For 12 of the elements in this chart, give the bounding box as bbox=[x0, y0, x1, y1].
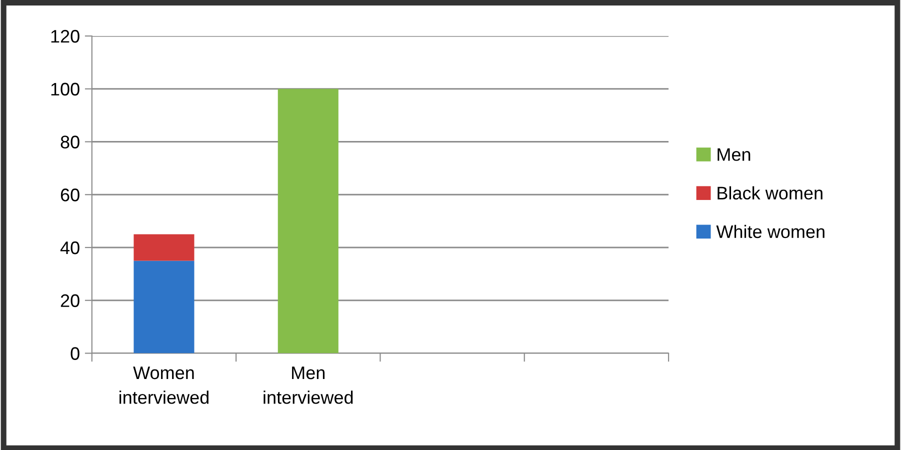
legend-label: Black women bbox=[718, 186, 822, 200]
y-tick-label: 20 bbox=[60, 294, 80, 308]
legend-label: White women bbox=[716, 224, 824, 238]
y-tick-label: 120 bbox=[51, 30, 80, 43]
y-tick-label: 60 bbox=[60, 188, 80, 202]
y-tick-label: 0 bbox=[70, 347, 80, 360]
y-tick-label: 80 bbox=[60, 136, 80, 148]
y-tick-label: 100 bbox=[51, 82, 80, 96]
x-tick-label: Men interviewed bbox=[264, 366, 353, 404]
legend-label: Men bbox=[718, 148, 750, 161]
x-tick-label: Women interviewed bbox=[120, 366, 208, 404]
y-tick-label: 40 bbox=[60, 241, 80, 254]
